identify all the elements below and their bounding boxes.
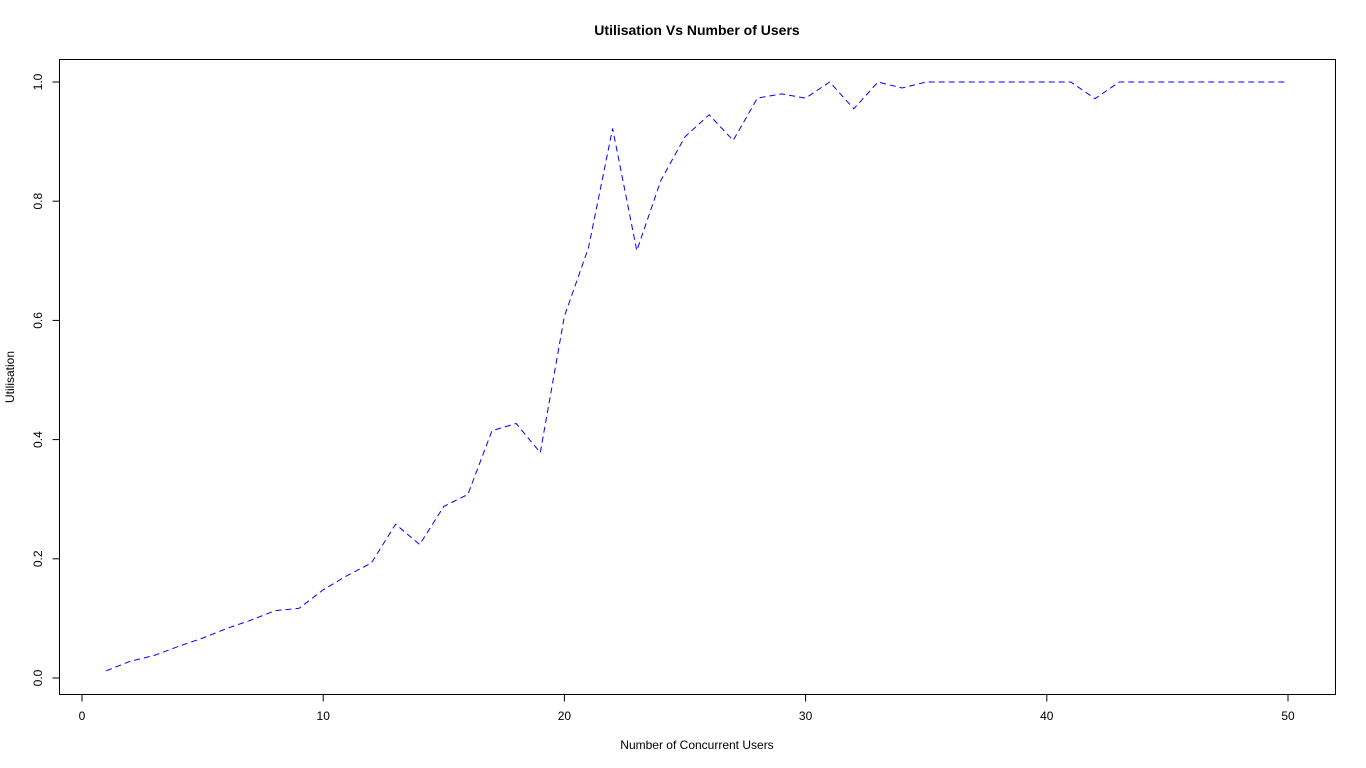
x-tick-label: 50 — [1281, 709, 1295, 723]
x-tick-label: 0 — [79, 709, 86, 723]
x-tick-label: 10 — [317, 709, 331, 723]
x-axis-label: Number of Concurrent Users — [620, 738, 773, 752]
series-line — [105, 81, 1288, 672]
x-tick-label: 40 — [1040, 709, 1054, 723]
chart-title: Utilisation Vs Number of Users — [594, 22, 800, 38]
y-tick-label: 0.0 — [31, 669, 45, 686]
y-tick-label: 0.2 — [31, 550, 45, 567]
y-tick-label: 0.4 — [31, 431, 45, 448]
series-layer — [105, 81, 1288, 672]
y-tick-label: 0.6 — [31, 312, 45, 329]
y-axis: 0.0 0.2 0.4 0.6 0.8 1.0 — [31, 73, 60, 686]
plot-frame — [59, 59, 1336, 695]
x-tick-label: 20 — [558, 709, 572, 723]
y-tick-label: 1.0 — [31, 73, 45, 90]
y-axis-label: Utilisation — [3, 351, 17, 403]
x-axis: 0 10 20 30 40 50 — [79, 694, 1295, 723]
x-tick-label: 30 — [799, 709, 813, 723]
y-tick-label: 0.8 — [31, 193, 45, 210]
